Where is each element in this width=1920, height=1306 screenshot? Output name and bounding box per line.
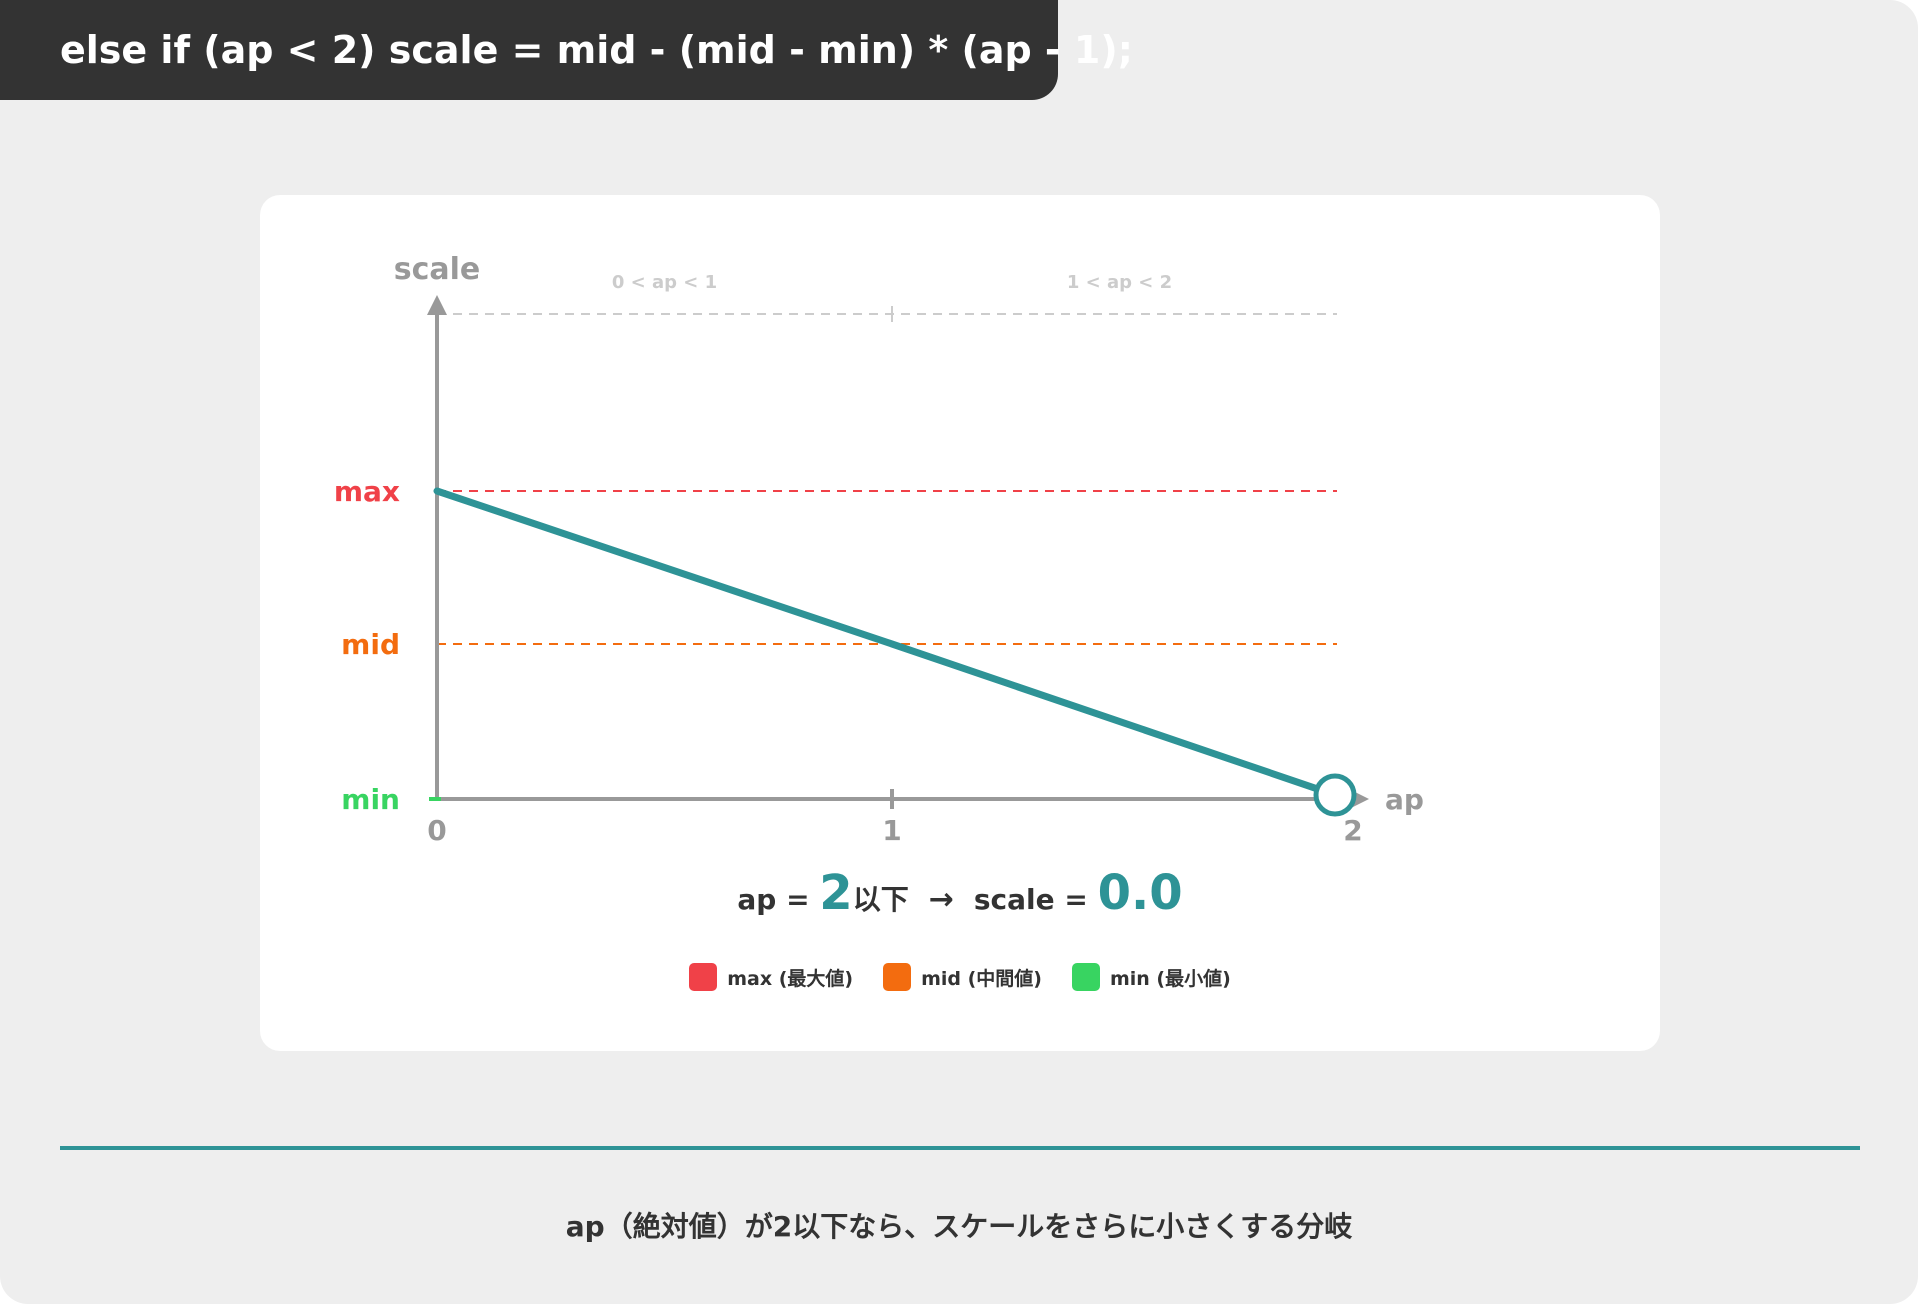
region-label-1-2: 1 < ap < 2 [1067, 272, 1172, 293]
legend-label-min: min (最小値) [1109, 967, 1231, 990]
y-axis-label: scale [394, 252, 481, 287]
legend-label-max: max (最大値) [727, 967, 854, 990]
code-banner: else if (ap < 2) scale = mid - (mid - mi… [0, 0, 1133, 100]
caption: ap（絶対値）が2以下なら、スケールをさらに小さくする分岐 [565, 1210, 1353, 1243]
x-tick-label-1: 1 [882, 814, 901, 847]
result-scale-value: 0.0 [1098, 865, 1183, 921]
open-circle-end-marker [1313, 773, 1357, 817]
result-ap-value: 2 [819, 865, 852, 921]
legend-item-min: min (最小値) [1071, 963, 1231, 991]
legend-swatch-max [689, 963, 718, 991]
legend-item-mid: mid (中間値) [883, 963, 1042, 991]
x-tick-label-0: 0 [427, 814, 446, 847]
y-level-label-max: max [334, 475, 400, 508]
section-divider [60, 1146, 1860, 1150]
x-axis-arrow-icon [1353, 791, 1369, 807]
region-label-0-1: 0 < ap < 1 [612, 272, 717, 293]
chart-card: 0 < ap < 1 1 < ap < 2 scale ap max mid m… [260, 195, 1660, 1051]
legend-label-mid: mid (中間値) [921, 967, 1042, 990]
result-ap-suffix: 以下 [853, 883, 909, 916]
result-ap-prefix: ap = [737, 883, 819, 916]
x-axis-label: ap [1385, 783, 1424, 816]
y-level-label-min: min [341, 783, 400, 816]
result-formula: ap = 2以下 → scale = 0.0 [737, 865, 1182, 921]
legend-item-max: max (最大値) [689, 963, 853, 991]
y-axis-arrow-icon [427, 295, 447, 315]
legend: max (最大値) mid (中間値) min (最小値) [260, 963, 1660, 991]
y-level-label-mid: mid [341, 628, 400, 661]
x-tick-label-2: 2 [1343, 814, 1362, 847]
legend-swatch-min [1071, 963, 1100, 991]
legend-swatch-mid [883, 963, 912, 991]
series-line [433, 487, 1351, 803]
chart-svg: 0 < ap < 1 1 < ap < 2 scale ap max mid m… [334, 252, 1424, 921]
result-scale-prefix: scale = [974, 883, 1098, 916]
result-arrow-icon: → [929, 882, 954, 917]
